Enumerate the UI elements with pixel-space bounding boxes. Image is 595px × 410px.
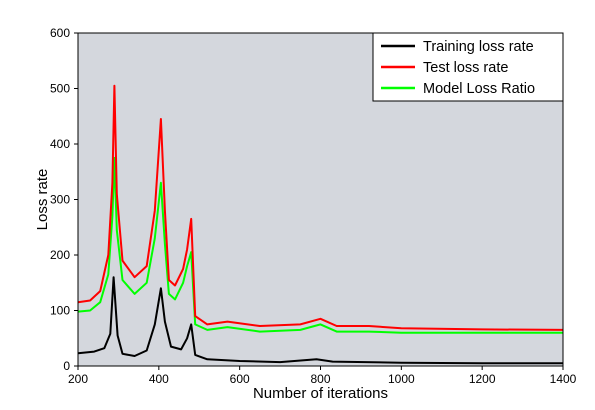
x-tick-label: 400: [149, 372, 169, 386]
series-line-model: [77, 156, 563, 334]
x-tick-label: 1000: [388, 372, 415, 386]
y-tick-label: 500: [50, 82, 70, 96]
series-line-training: [77, 276, 563, 365]
y-axis-label: Loss rate: [34, 169, 51, 231]
x-axis-label: Number of iterations: [253, 385, 388, 402]
y-tick-label: 0: [63, 359, 70, 373]
x-tick-label: 1200: [469, 372, 496, 386]
y-tick-label: 100: [50, 304, 70, 318]
x-tick-label: 200: [68, 372, 88, 386]
y-tick-label: 300: [50, 193, 70, 207]
legend-label-model: Model Loss Ratio: [423, 81, 535, 97]
legend: Training loss rate Test loss rate Model …: [372, 32, 564, 102]
series-line-test: [77, 84, 564, 331]
legend-label-training: Training loss rate: [423, 39, 534, 55]
x-tick-label: 1400: [550, 372, 577, 386]
y-tick-label: 200: [50, 248, 70, 262]
legend-label-test: Test loss rate: [423, 60, 508, 76]
x-tick-label: 600: [230, 372, 250, 386]
y-tick-label: 400: [50, 137, 70, 151]
x-tick-label: 800: [310, 372, 330, 386]
y-tick-label: 600: [50, 26, 70, 40]
